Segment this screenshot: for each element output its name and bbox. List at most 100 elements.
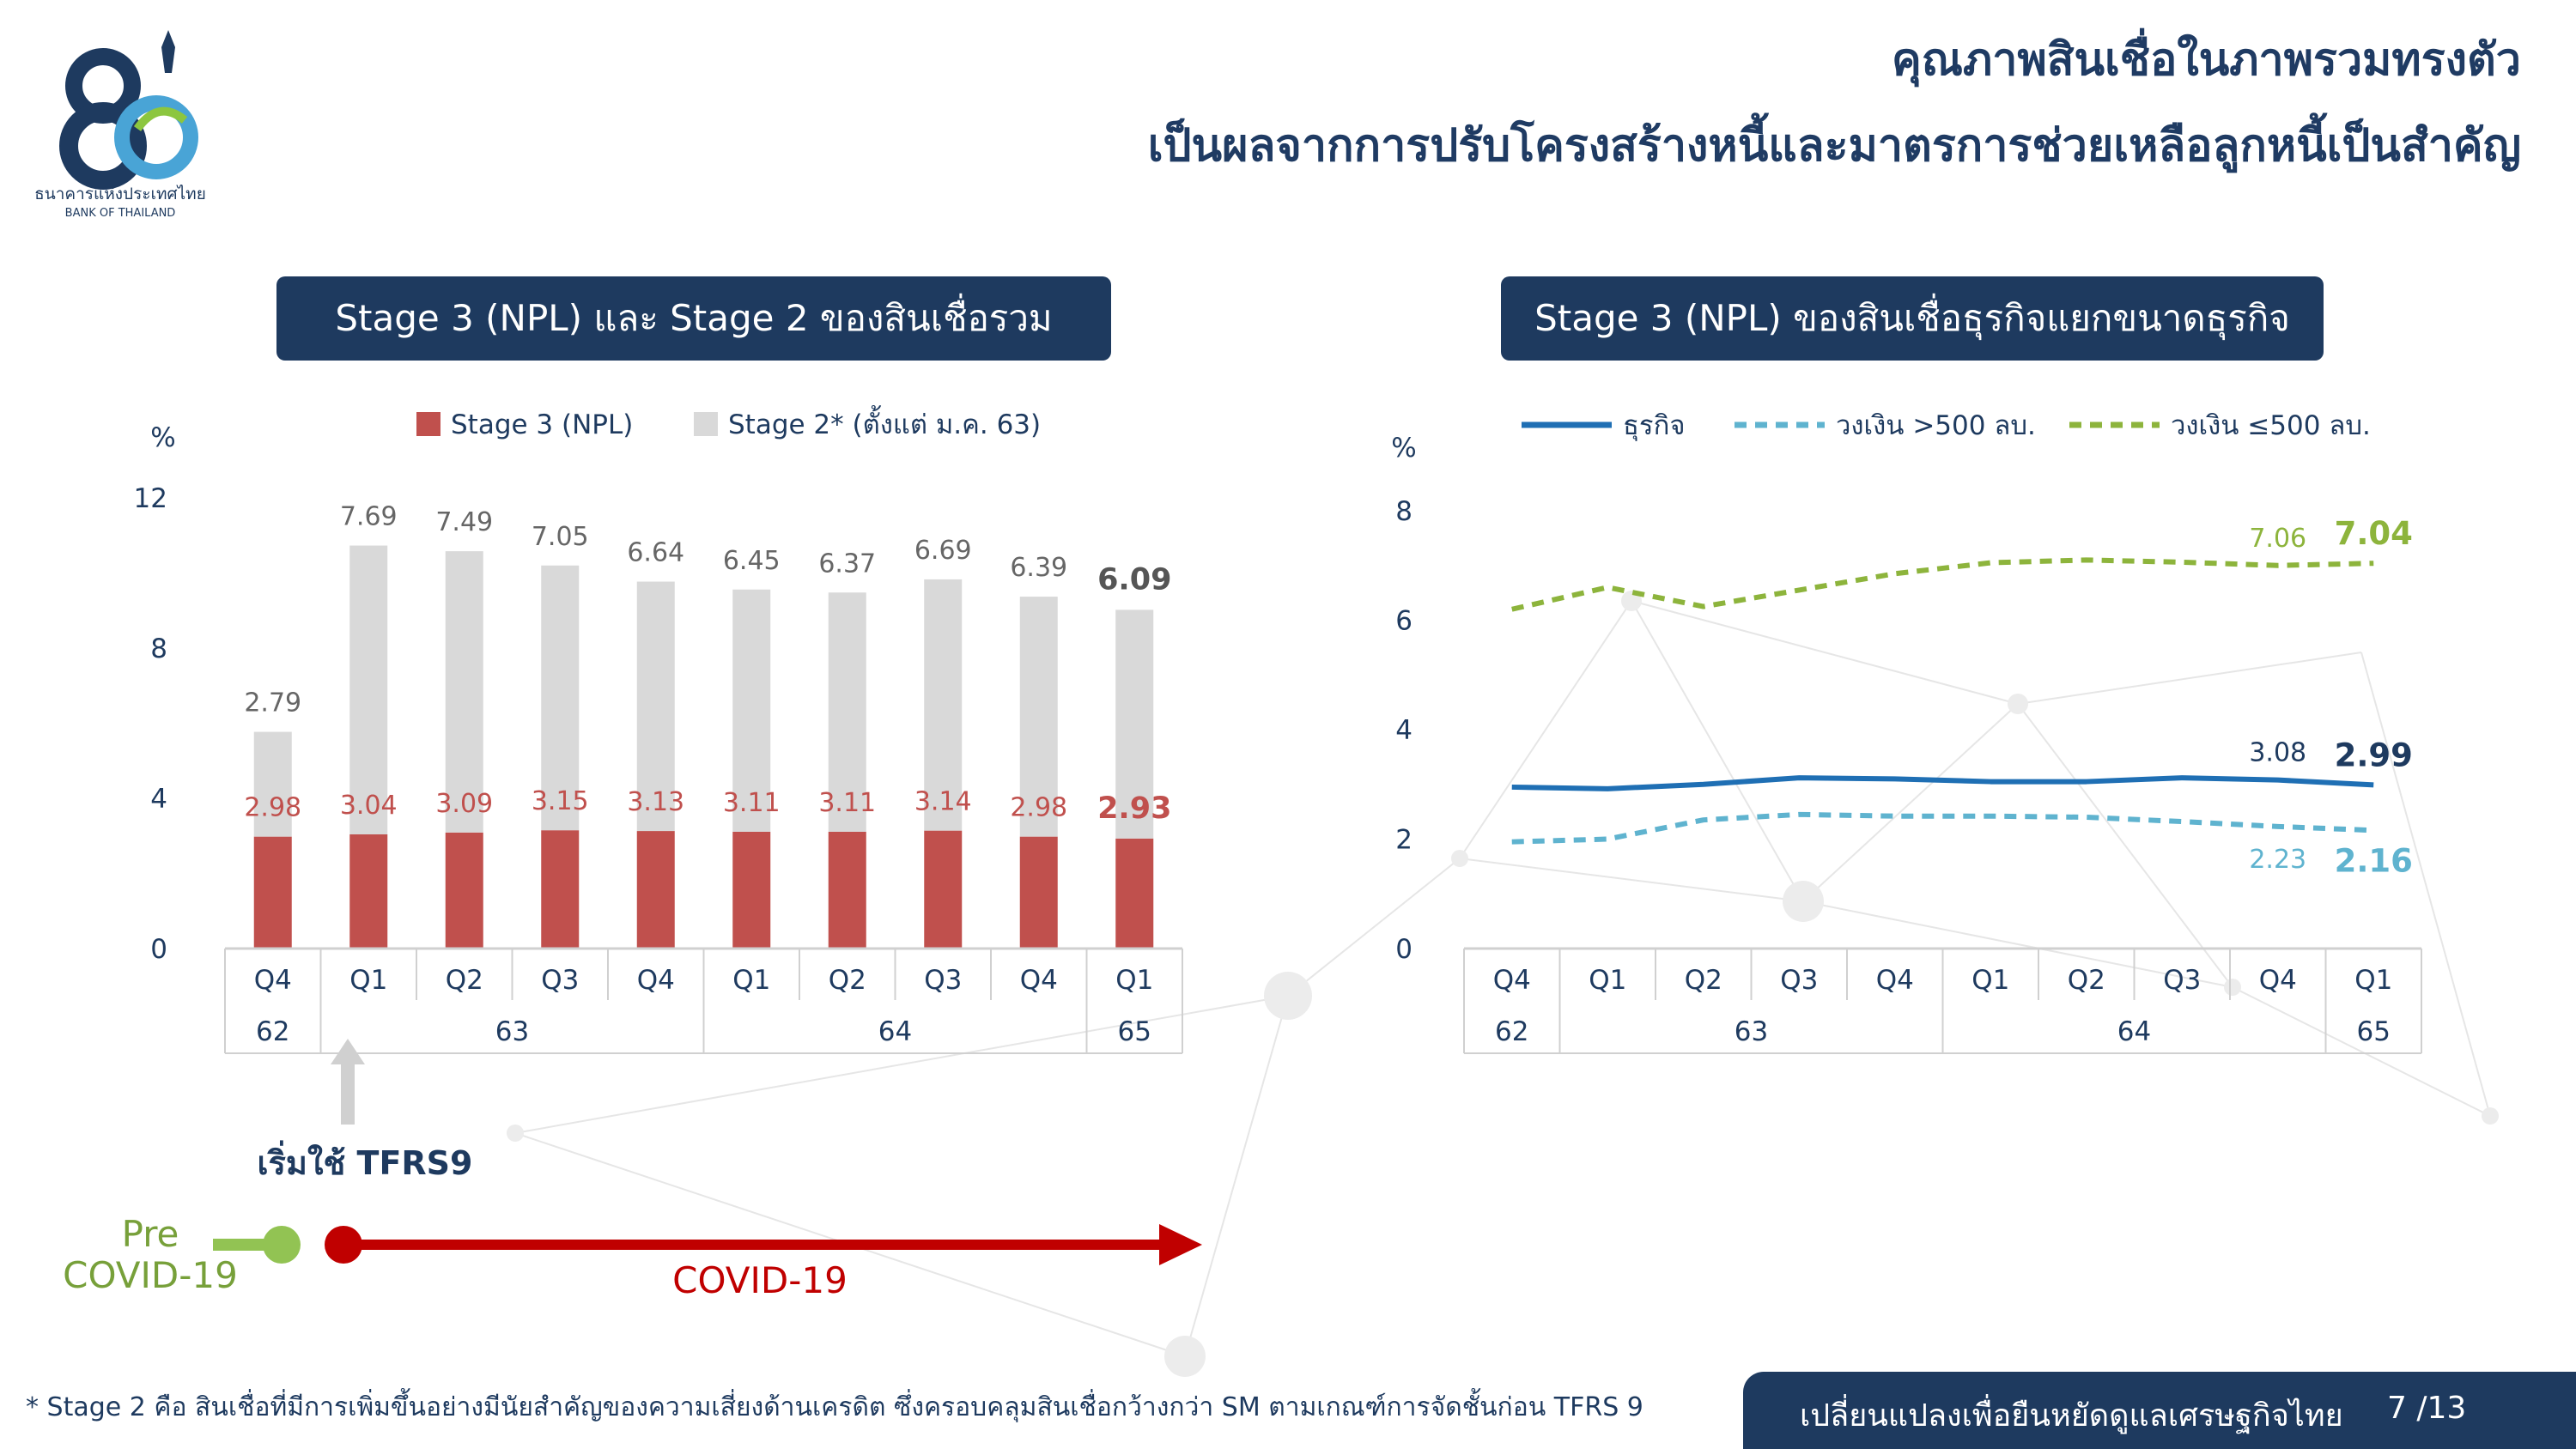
data-label-stage2: 6.09 [1097,562,1171,597]
page-number: 7 /13 [2387,1391,2467,1426]
x-tick-label: Q1 [349,965,387,996]
y-tick-label: 2 [1395,825,1413,856]
y-tick-label: 0 [150,934,167,965]
data-label-stage2: 7.69 [340,502,398,532]
bar-stage3 [1019,836,1058,949]
bank-of-thailand-logo: ธนาคารแห่งประเทศไทย BANK OF THAILAND [34,30,206,220]
y-tick-label: 0 [1395,934,1413,965]
data-label-stage2: 6.39 [1010,553,1067,583]
legend-swatch-stage3 [416,412,440,436]
data-label: 2.23 [2249,845,2306,875]
x-tick-label: Q4 [1020,965,1058,996]
stage-bar-chart: Stage 3 (NPL) Stage 2* (ตั้งแต่ ม.ค. 63)%… [134,405,1183,1054]
bar-stage2 [541,565,580,831]
x-tick-label: Q4 [254,965,292,996]
y-tick-label: 4 [150,784,167,815]
x-tick-label: Q2 [829,965,866,996]
data-label: 2.16 [2335,842,2413,879]
logo-name-th: ธนาคารแห่งประเทศไทย [34,185,206,203]
x-tick-label: Q2 [2068,965,2105,996]
bar-stage3 [349,834,388,949]
pre-covid-label-line2: COVID-19 [63,1254,238,1296]
y-tick-label: 6 [1395,606,1413,637]
data-label-stage3: 3.11 [723,788,781,818]
series-line [1511,811,2374,845]
page-title-line2: เป็นผลจากการปรับโครงสร้างหนี้และมาตรการช… [1147,120,2521,172]
x-tick-label: Q1 [1971,965,2009,996]
pre-covid-dot [263,1226,301,1264]
data-label: 7.06 [2249,524,2306,554]
bar-stage3 [541,830,580,949]
legend-swatch-stage2 [694,412,718,436]
x-tick-label: Q3 [924,965,962,996]
business-line-chart: ธุรกิจ วงเงิน >500 ลบ. วงเงิน ≤500 ลบ.% 0 2 4… [1391,410,2422,1054]
pre-covid-label-line1: Pre [122,1213,179,1255]
data-label-stage3: 3.14 [914,787,972,817]
x-tick-label: Q4 [1876,965,1914,996]
covid-arrowhead [1159,1224,1202,1265]
y-tick-label: 4 [1395,715,1413,746]
data-label: 7.04 [2335,515,2413,552]
y-tick-label: 8 [1395,496,1413,527]
data-label-stage3: 3.09 [435,789,493,819]
right-chart-title: Stage 3 (NPL) ของสินเชื่อธุรกิจแยกขนาดธุ… [1501,276,2324,361]
tfrs9-arrow [331,1039,365,1125]
x-tick-label: Q1 [2354,965,2392,996]
legend-label: ธุรกิจ [1623,410,1686,442]
legend-label-stage3: Stage 3 (NPL) [451,409,633,440]
bar-stage2 [828,592,866,832]
data-label-stage3: 3.11 [818,788,876,818]
data-label-stage3: 3.04 [340,791,398,821]
x-tick-label: Q3 [1780,965,1818,996]
covid-label: COVID-19 [672,1259,848,1301]
bar-stage2 [924,579,963,831]
legend-label: วงเงิน ≤500 ลบ. [2171,410,2371,441]
bar-stage3 [636,831,675,949]
page-title-line1: คุณภาพสินเชื่อในภาพรวมทรงตัว [1891,34,2521,86]
x-group-label: 63 [1735,1016,1768,1047]
y-tick-label: 12 [134,483,167,514]
x-tick-label: Q4 [637,965,675,996]
x-tick-label: Q1 [732,965,770,996]
legend-label-stage2: Stage 2* (ตั้งแต่ ม.ค. 63) [728,405,1041,440]
bar-stage2 [445,551,483,833]
bar-stage2 [349,545,388,834]
bar-stage3 [445,832,483,949]
data-label-stage3: 2.98 [244,793,301,823]
bar-stage2 [1115,609,1154,839]
legend-label: วงเงิน >500 ลบ. [1836,410,2036,441]
bar-stage2 [1019,597,1058,837]
x-tick-label: Q1 [1589,965,1626,996]
y-tick-label: 8 [150,634,167,664]
x-tick-label: Q4 [1493,965,1531,996]
x-tick-label: Q3 [541,965,579,996]
left-chart-title: Stage 3 (NPL) และ Stage 2 ของสินเชื่อรวม [276,276,1111,361]
x-group-label: 64 [878,1016,912,1047]
data-label-stage3: 3.13 [627,787,684,817]
bar-stage2 [253,731,292,837]
x-group-label: 62 [256,1016,289,1047]
bar-stage3 [924,830,963,949]
x-group-label: 65 [1118,1016,1151,1047]
data-label-stage2: 6.69 [914,536,972,566]
data-label-stage3: 2.93 [1097,791,1171,826]
x-group-label: 63 [495,1016,529,1047]
y-axis-unit: % [1391,433,1416,464]
bar-stage3 [253,836,292,949]
footer-slogan: เปลี่ยนแปลงเพื่อยืนหยัดดูแลเศรษฐกิจไทย [1800,1398,2343,1434]
x-tick-label: Q2 [1685,965,1722,996]
data-label-stage3: 3.15 [532,786,589,816]
x-tick-label: Q4 [2259,965,2297,996]
x-group-label: 65 [2357,1016,2391,1047]
bar-stage3 [828,831,866,949]
bar-stage3 [732,831,771,949]
bar-stage2 [732,589,771,832]
x-tick-label: Q2 [446,965,483,996]
data-label: 3.08 [2249,738,2306,768]
bar-stage2 [636,581,675,832]
x-tick-label: Q3 [2163,965,2201,996]
series-line [1511,557,2374,612]
x-group-label: 64 [2117,1016,2151,1047]
data-label-stage2: 7.49 [435,507,493,537]
